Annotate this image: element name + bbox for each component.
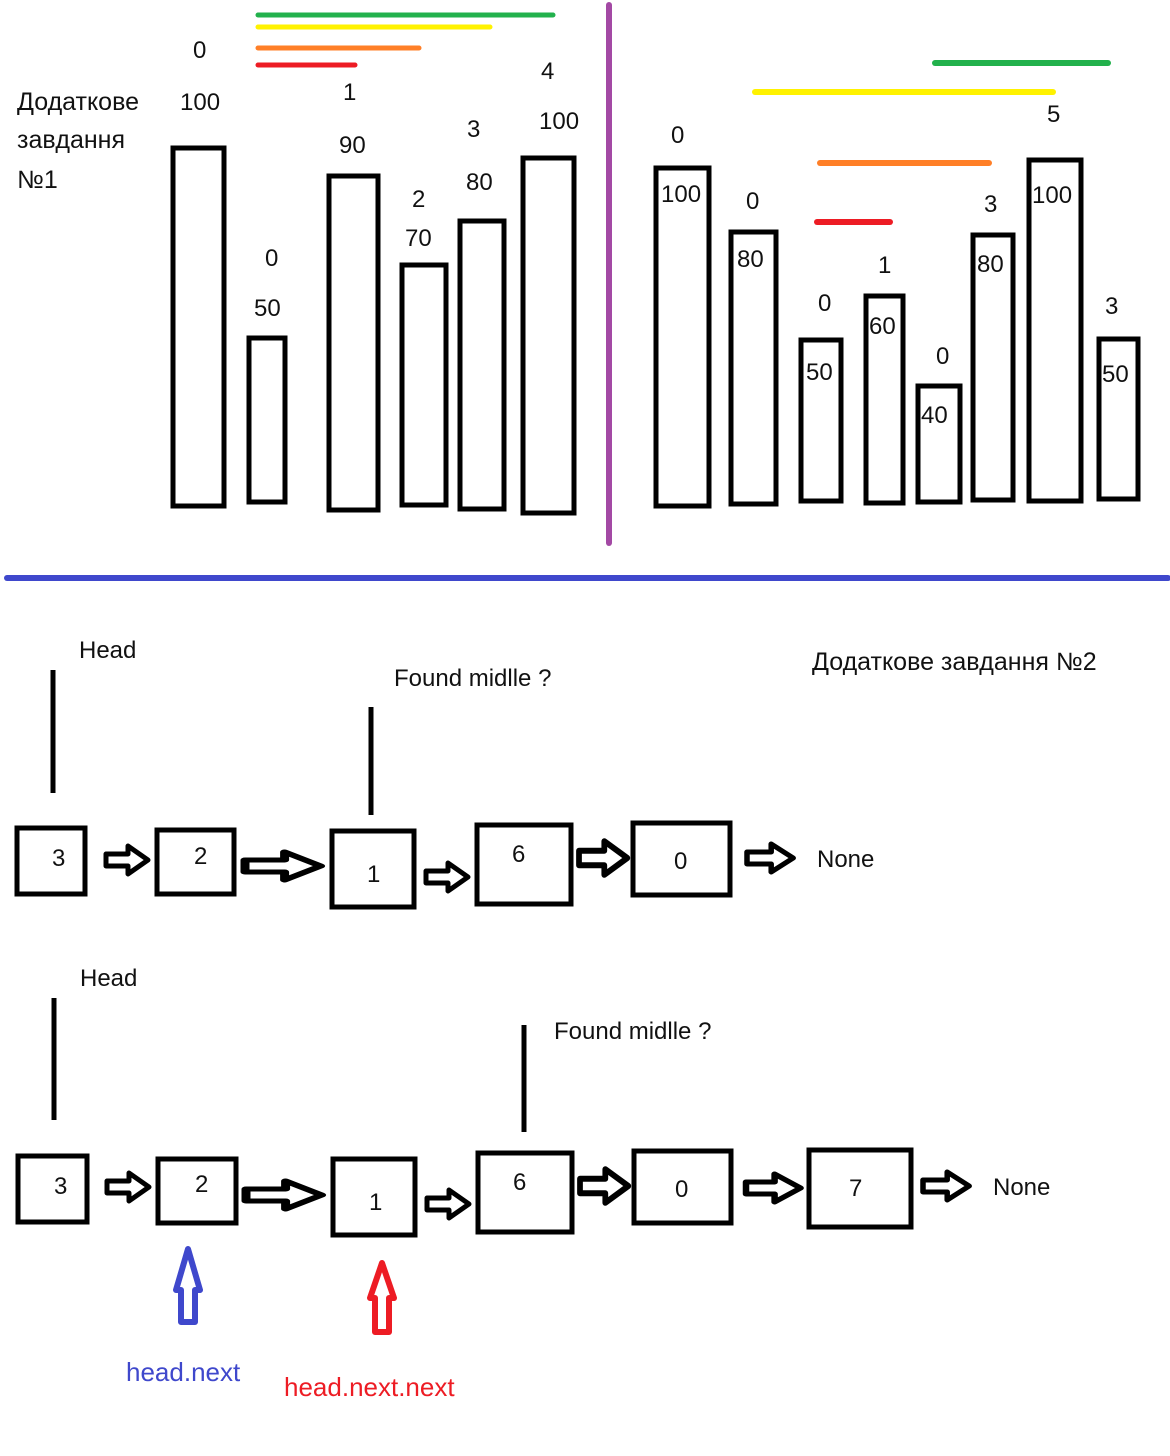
left-bar-chart: 0 100 0 50 1 90 2 70 3 80 4 100 [170,37,579,516]
right-bar-0 [653,165,712,509]
list2-node-1 [155,1156,239,1226]
left-bar-value-3: 70 [405,225,432,252]
list2-node-2 [330,1156,418,1238]
list1-node-4 [630,820,733,898]
right-bar-value-5: 80 [977,251,1004,278]
list2-arrow-1 [246,1181,322,1209]
list1-arrow-4 [747,844,793,872]
list2-node-value-3: 6 [513,1169,526,1196]
right-bar-chart: 0 100 0 80 0 50 1 60 0 40 3 80 5 100 3 5… [653,101,1141,509]
left-bar-0 [170,145,227,509]
left-bar-index-4: 3 [467,116,480,143]
left-bar-value-5: 100 [539,108,579,135]
right-bar-value-2: 50 [806,359,833,386]
right-bar-2 [798,337,844,504]
right-bar-value-1: 80 [737,246,764,273]
list1-middle-label: Found midlle ? [394,665,551,692]
left-bar-index-0: 0 [193,37,206,64]
list1-node-value-0: 3 [52,845,65,872]
right-bar-value-6: 100 [1032,182,1072,209]
list2-arrow-4 [746,1174,801,1202]
list1-arrow-3 [579,841,627,875]
list2-node-value-4: 0 [675,1176,688,1203]
list2-node-0 [15,1153,90,1225]
left-bar-5 [520,155,577,516]
left-bar-value-1: 50 [254,295,281,322]
list2-node-5 [806,1147,914,1230]
task1-title-line1: Додаткове [17,88,139,116]
list1-end-label: None [817,846,874,873]
right-bar-index-1: 0 [746,188,759,215]
right-bar-value-0: 100 [661,181,701,208]
right-bar-4 [915,383,963,505]
right-bar-value-3: 60 [869,313,896,340]
list1-node-value-4: 0 [674,848,687,875]
left-bar-1 [246,335,288,505]
list2-node-value-2: 1 [369,1189,382,1216]
list2-node-value-0: 3 [54,1173,67,1200]
right-bar-index-7: 3 [1105,293,1118,320]
list2-arrow-5 [923,1172,969,1200]
left-bar-index-2: 1 [343,79,356,106]
list2-arrow-3 [580,1169,628,1203]
list1-arrow-2 [426,863,468,891]
list2-arrow-0 [107,1173,149,1201]
list2-end-label: None [993,1174,1050,1201]
list2-head-label: Head [80,965,137,992]
right-bar-index-6: 5 [1047,101,1060,128]
left-bar-value-2: 90 [339,132,366,159]
right-bar-index-0: 0 [671,122,684,149]
list2-middle-label: Found midlle ? [554,1018,711,1045]
list1-arrow-1 [245,852,321,880]
left-bar-4 [457,218,507,512]
list1-node-value-2: 1 [367,861,380,888]
left-bar-2 [326,173,381,513]
right-bar-3 [863,293,906,506]
list2-node-3 [475,1150,575,1235]
right-bar-value-7: 50 [1102,361,1129,388]
linked-list-1: Head Found midlle ? 3 2 1 6 0 None [14,637,874,910]
right-bar-index-3: 1 [878,252,891,279]
right-bar-index-4: 0 [936,343,949,370]
list1-node-0 [14,825,88,897]
head-next-next-label: head.next.next [284,1372,455,1402]
head-next-pointer-arrow [173,1246,203,1325]
left-bar-index-5: 4 [541,58,554,85]
list2-node-value-1: 2 [195,1171,208,1198]
head-next-next-pointer-arrow [367,1260,397,1335]
list1-arrow-0 [106,846,148,874]
task1-title-line2: завдання [17,126,125,154]
right-bar-value-4: 40 [921,402,948,429]
left-bar-3 [399,262,449,508]
right-bar-1 [728,229,779,507]
head-next-label: head.next [126,1357,241,1387]
right-bar-index-5: 3 [984,191,997,218]
list2-node-4 [631,1148,734,1226]
list1-node-value-1: 2 [194,843,207,870]
task2-title: Додаткове завдання №2 [812,648,1097,676]
left-bar-index-3: 2 [412,186,425,213]
right-bar-index-2: 0 [818,290,831,317]
list1-node-value-3: 6 [512,841,525,868]
list1-node-3 [474,822,574,907]
list2-node-value-5: 7 [849,1175,862,1202]
list1-node-1 [154,827,237,897]
left-bar-index-1: 0 [265,245,278,272]
list1-node-2 [329,828,417,910]
right-bar-6 [1026,157,1084,504]
linked-list-2: Head Found midlle ? 3 2 1 6 0 7 None hea… [15,965,1050,1402]
list1-head-label: Head [79,637,136,664]
task1-title-line3: №1 [17,166,58,194]
left-bar-value-0: 100 [180,89,220,116]
list2-arrow-2 [427,1190,469,1218]
left-bar-value-4: 80 [466,169,493,196]
right-bar-7 [1096,336,1141,502]
right-bar-5 [970,232,1016,503]
